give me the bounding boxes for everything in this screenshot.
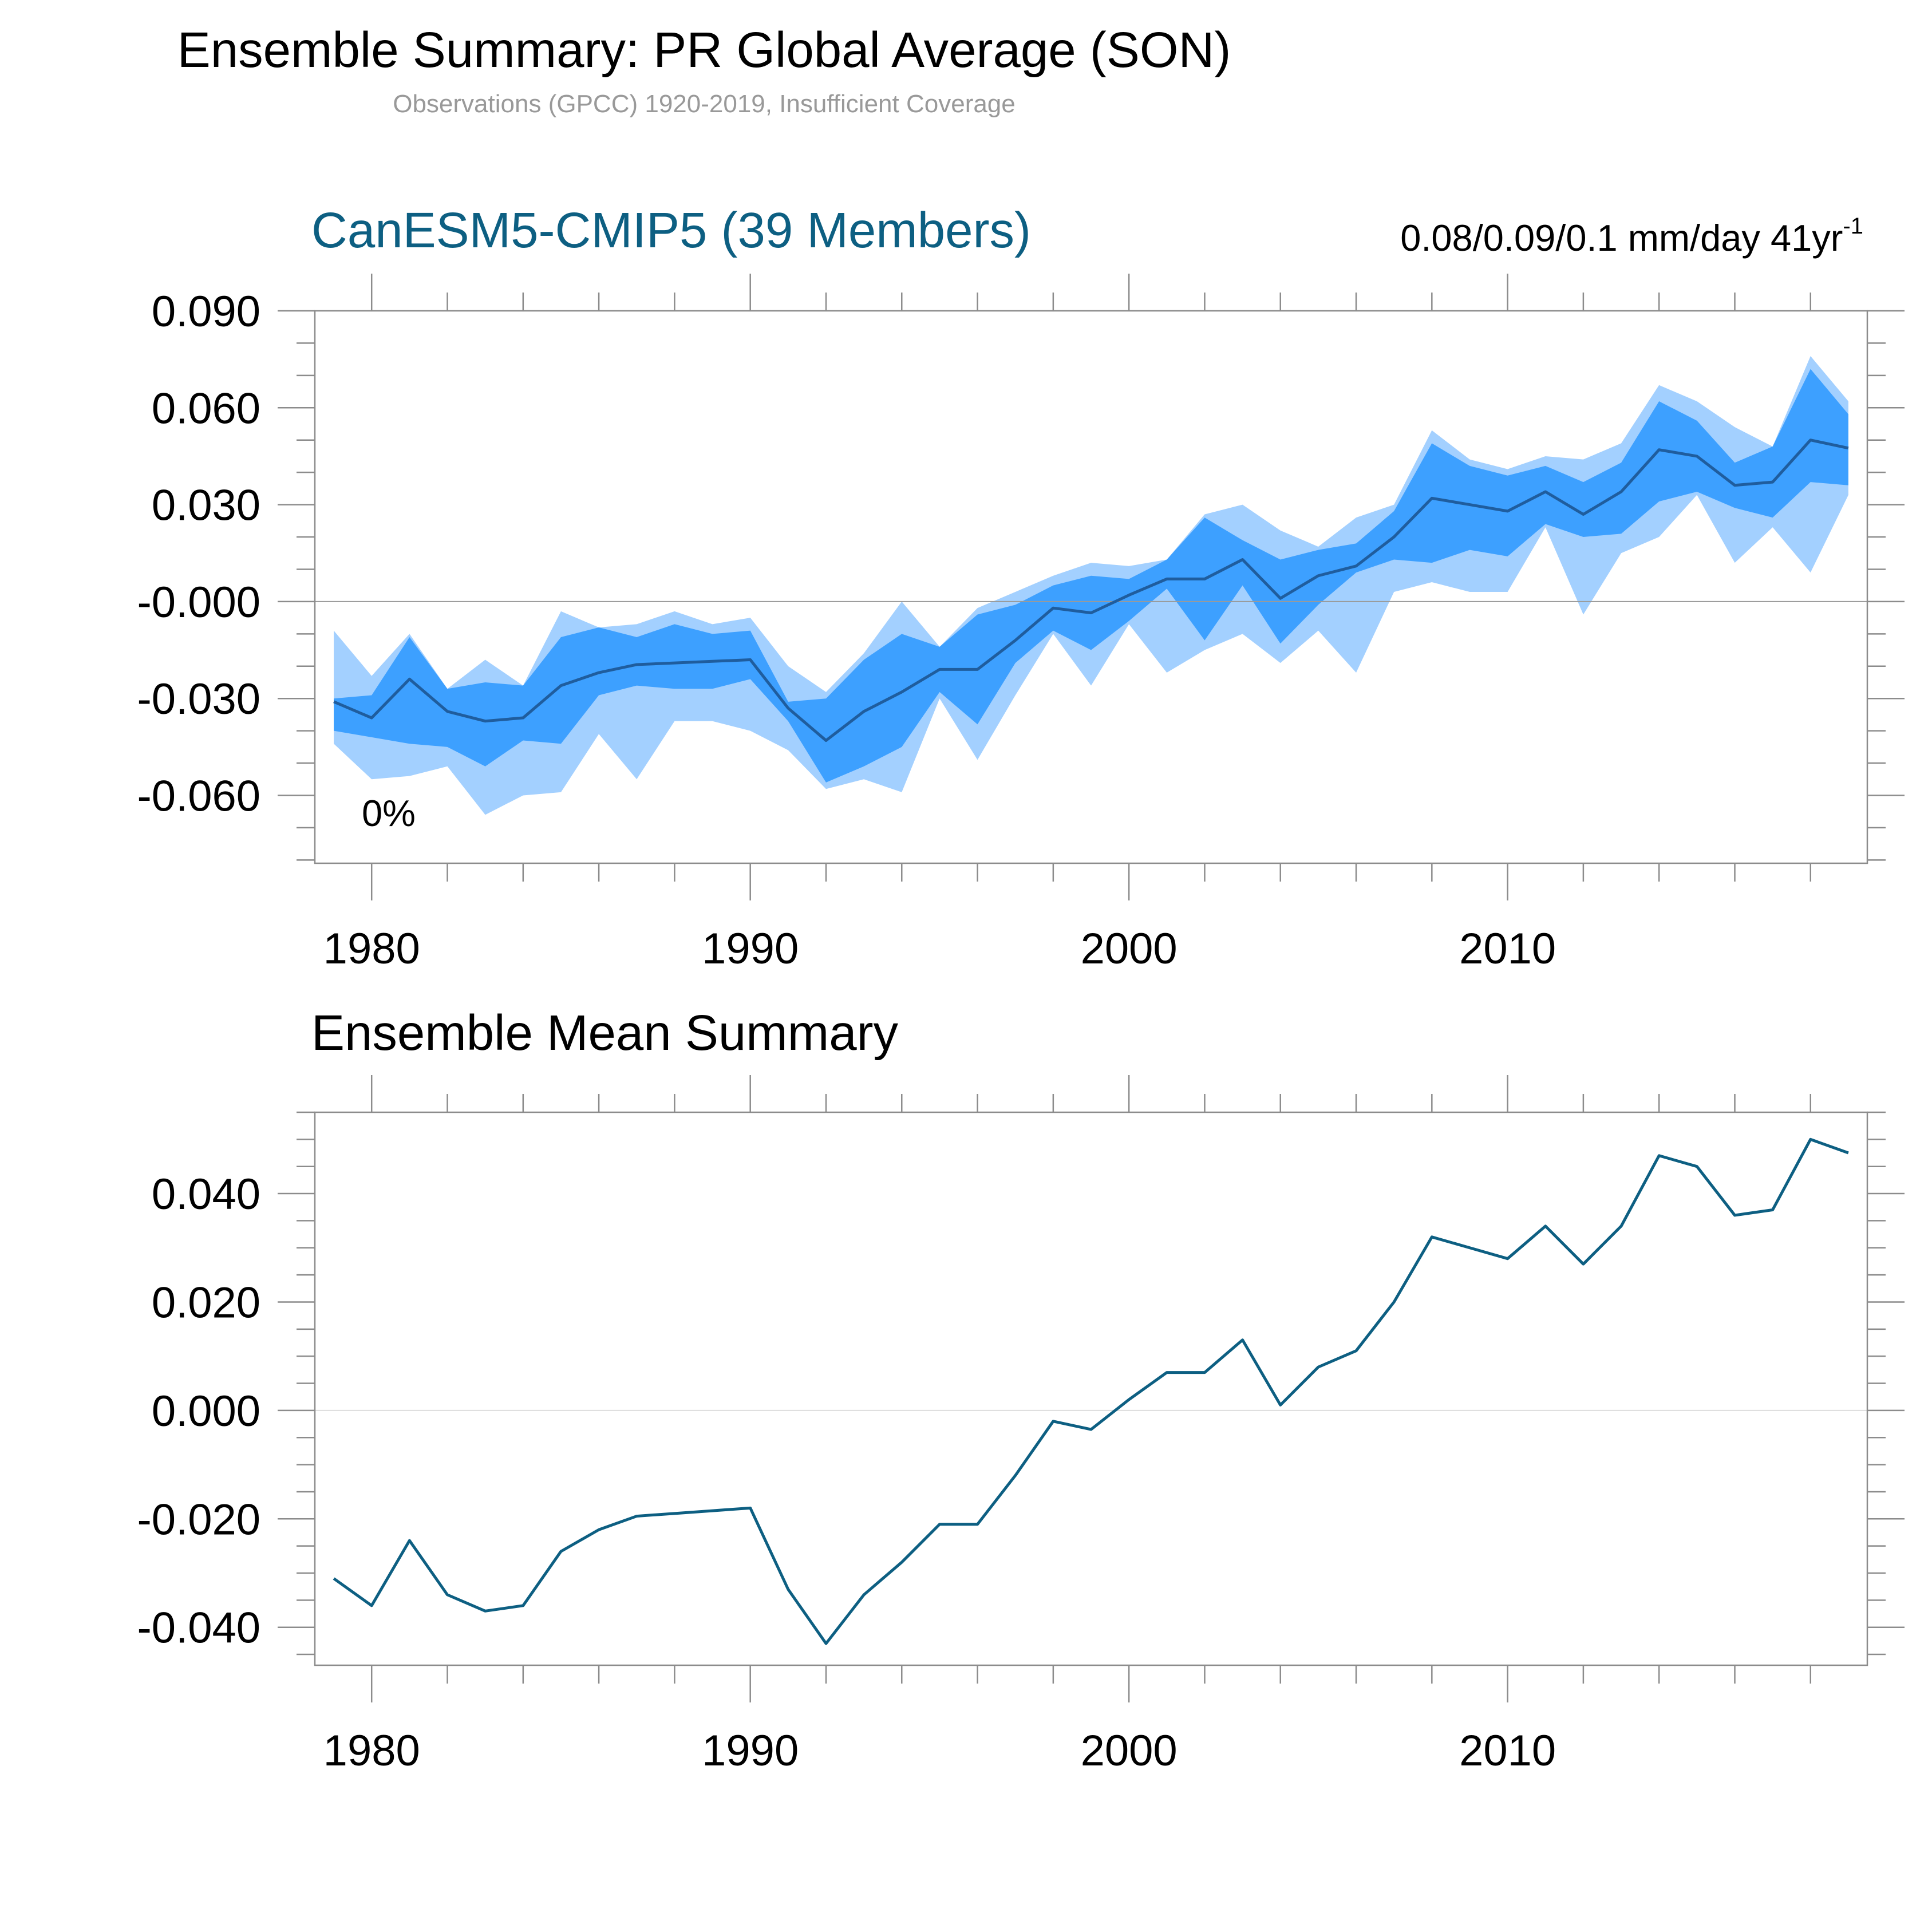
y-tick-label: 0.040 <box>152 1170 260 1219</box>
y-tick-label: 0.090 <box>152 287 260 336</box>
panel1-bands <box>334 356 1848 815</box>
inner-range-band <box>334 369 1848 783</box>
panel1-y-tick-labels: 0.090 0.060 0.030 -0.000 -0.030 -0.060 <box>137 287 261 820</box>
x-tick-label: 1990 <box>702 1726 799 1775</box>
panel2-ticks <box>278 1075 1905 1702</box>
y-tick-label: 0.020 <box>152 1278 260 1327</box>
panel1-title: CanESM5-CMIP5 (39 Members) <box>311 203 1031 258</box>
x-tick-label: 2010 <box>1459 924 1556 973</box>
x-tick-label: 1990 <box>702 924 799 973</box>
y-tick-label: 0.030 <box>152 481 260 530</box>
figure-title: Ensemble Summary: PR Global Average (SON… <box>177 22 1231 78</box>
y-tick-label: -0.020 <box>137 1495 261 1544</box>
x-tick-label: 1980 <box>323 1726 420 1775</box>
panel2-frame <box>314 1111 1868 1666</box>
figure-subtitle: Observations (GPCC) 1920-2019, Insuffici… <box>393 90 1016 118</box>
y-tick-label: -0.000 <box>137 578 261 627</box>
panel2-x-tick-labels: 1980 1990 2000 2010 <box>323 1726 1556 1775</box>
panel2-title: Ensemble Mean Summary <box>311 1005 899 1061</box>
panel1-mean-line-group <box>333 438 1849 742</box>
ensemble-mean-line <box>333 1137 1849 1645</box>
panel1-trend-label: 0.08/0.09/0.1 mm/day 41yr-1 <box>1400 214 1863 259</box>
trend-label-main: 0.08/0.09/0.1 mm/day 41yr <box>1400 217 1843 259</box>
x-tick-label: 1980 <box>323 924 420 973</box>
panel2-y-tick-labels: 0.040 0.020 0.000 -0.020 -0.040 <box>137 1170 261 1653</box>
x-tick-label: 2000 <box>1081 1726 1178 1775</box>
panel2-ensemble-mean-chart: 0.040 0.020 0.000 -0.020 -0.040 1980 1990 2000… <box>137 1075 1905 1775</box>
x-tick-label: 2010 <box>1459 1726 1556 1775</box>
panel1-ticks <box>278 274 1905 900</box>
x-tick-label: 2000 <box>1081 924 1178 973</box>
trend-label-superscript: -1 <box>1843 214 1863 239</box>
y-tick-label: -0.060 <box>137 772 261 820</box>
y-tick-label: 0.000 <box>152 1387 260 1436</box>
panel1-frame <box>314 310 1868 864</box>
y-tick-label: 0.060 <box>152 384 260 433</box>
panel2-mean-line-group <box>333 1137 1849 1645</box>
panel1-x-tick-labels: 1980 1990 2000 2010 <box>323 924 1556 973</box>
y-tick-label: -0.040 <box>137 1604 261 1653</box>
y-tick-label: -0.030 <box>137 675 261 724</box>
panel1-percent-annotation: 0% <box>362 792 416 834</box>
